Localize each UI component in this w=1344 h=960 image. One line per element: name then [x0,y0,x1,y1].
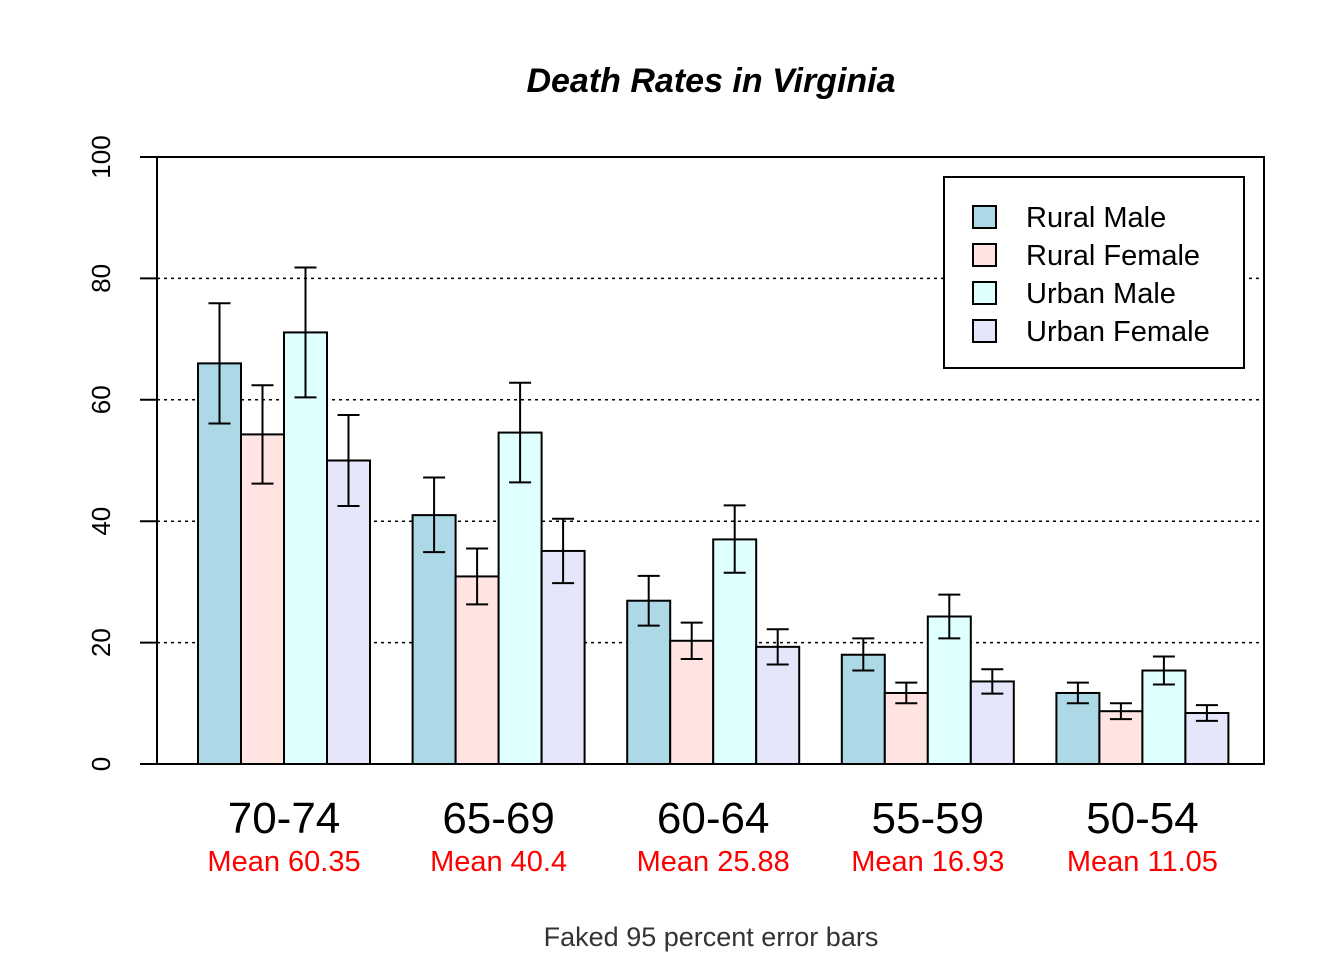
y-tick-label: 0 [86,757,116,771]
chart-title: Death Rates in Virginia [526,62,895,100]
legend-label: Urban Male [1026,278,1176,310]
bar [540,549,586,765]
chart-subtitle: Faked 95 percent error bars [544,922,879,952]
bar [969,680,1015,765]
bars [197,331,1230,766]
legend-swatch [972,319,997,343]
y-tick-label: 80 [86,264,116,293]
bar [326,459,371,765]
x-tick-label: 65-69 [442,794,555,843]
bar [1055,691,1101,766]
category-mean-label: Mean 25.88 [637,846,790,878]
x-tick-label: 70-74 [228,794,341,843]
bar [926,615,972,766]
legend: Rural Male Rural Female Urban Male Urban Fe… [943,176,1245,369]
y-tick-label: 20 [86,628,116,657]
category-mean-label: Mean 16.93 [851,846,1004,878]
y-tick-label: 40 [86,507,116,536]
error-bars [208,266,1218,722]
bar [454,575,500,766]
y-tick-label: 100 [86,135,116,178]
plot-frame [156,156,1265,765]
legend-label: Rural Female [1026,240,1200,272]
x-tick-label: 50-54 [1086,794,1199,843]
bar [497,431,543,765]
category-mean-label: Mean 60.35 [207,846,360,878]
legend-label: Rural Male [1026,202,1166,234]
bar [283,331,328,765]
x-tick-label: 55-59 [872,794,985,843]
category-mean-label: Mean 11.05 [1067,846,1218,878]
legend-swatch [972,243,997,267]
y-axis: 0 20 40 60 80 100 [86,135,157,771]
category-mean-label: Mean 40.4 [430,846,567,878]
legend-swatch [972,205,997,229]
legend-swatch [972,281,997,305]
x-tick-label: 60-64 [657,794,770,843]
y-tick-label: 60 [86,385,116,414]
bar [755,645,801,765]
legend-label: Urban Female [1026,316,1210,348]
